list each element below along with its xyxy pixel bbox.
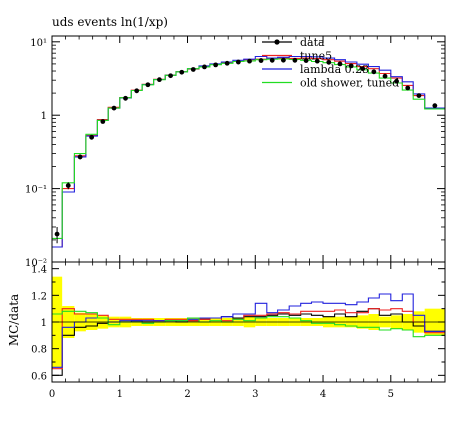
data-point [89, 134, 95, 140]
data-point [168, 73, 173, 79]
x-tick-label: 2 [184, 389, 190, 400]
legend-label-lambda-0-23: lambda 0.23 [300, 63, 369, 76]
ratio-y-tick-label: 1.4 [31, 265, 47, 276]
data-point [416, 93, 422, 98]
data-point [258, 58, 264, 63]
x-tick-label: 3 [252, 389, 258, 400]
data-point [179, 69, 185, 75]
data-point [190, 67, 196, 72]
data-point [348, 63, 354, 69]
ratio-plot: 0 1 2 3 4 5 0.6 0.8 1 1.2 1.4 [31, 36, 446, 400]
ratio-y-tick-label: 0.6 [31, 371, 47, 382]
ratio-lambda-0-23-line [52, 293, 445, 368]
ratio-old-shower-tuned-line [52, 310, 445, 338]
data-point [326, 59, 332, 65]
y-tick-label: 10⁻¹ [25, 185, 47, 196]
data-point [382, 73, 388, 79]
ratio-y-tick-label: 1.2 [31, 291, 47, 302]
ratio-y-tick-label: 0.8 [31, 345, 47, 356]
data-point [111, 105, 117, 111]
ratio-y-tick-label: 1 [41, 318, 47, 329]
legend-label-data: data [300, 36, 325, 49]
data-point [314, 58, 320, 64]
data-point [54, 231, 60, 237]
data-point [235, 59, 241, 65]
main-plot: 10⁻² 10⁻¹ 1 10¹ [25, 35, 446, 269]
x-tick-label: 5 [388, 389, 394, 400]
data-point [394, 78, 399, 84]
data-point [371, 69, 377, 75]
data-point [100, 119, 106, 124]
data-point [224, 60, 230, 66]
ratio-y-axis-label: MC/data [7, 294, 21, 346]
data-point [405, 85, 411, 91]
data-point [202, 64, 207, 70]
data-point [213, 62, 219, 68]
x-tick-label: 1 [117, 389, 123, 400]
x-tick-label: 0 [49, 389, 55, 400]
y-tick-label: 10⁻² [25, 258, 47, 269]
x-tick-label: 4 [320, 389, 326, 400]
legend-label-tune5: tune5 [300, 50, 332, 63]
data-point [77, 154, 83, 160]
data-point [280, 57, 286, 63]
data-point [247, 58, 252, 64]
legend-label-old-shower-tuned: old shower, tuned [300, 77, 399, 90]
data-point [156, 77, 162, 83]
y-tick-label: 1 [41, 111, 47, 122]
data-point [303, 58, 309, 63]
data-point [145, 82, 151, 88]
chart-title: uds events ln(1/xp) [52, 15, 168, 29]
data-point [337, 61, 343, 67]
legend-data-marker [274, 39, 280, 45]
ratio-tune5-line [52, 308, 445, 370]
data-point [65, 183, 71, 188]
data-point [123, 95, 128, 101]
series-old-shower-tuned-line [52, 58, 445, 239]
y-tick-label: 10¹ [30, 38, 47, 49]
data-point [360, 66, 366, 72]
data-point [134, 88, 140, 94]
data-point [269, 57, 275, 63]
data-point [432, 103, 438, 109]
data-point [292, 57, 298, 63]
